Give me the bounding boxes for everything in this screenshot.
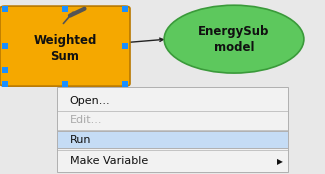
Text: EnergySub
model: EnergySub model bbox=[198, 25, 270, 54]
FancyBboxPatch shape bbox=[57, 87, 288, 172]
Text: Edit...: Edit... bbox=[70, 115, 102, 125]
Text: ▶: ▶ bbox=[277, 157, 282, 166]
Ellipse shape bbox=[164, 5, 304, 73]
FancyBboxPatch shape bbox=[0, 6, 130, 86]
FancyBboxPatch shape bbox=[57, 131, 288, 148]
Text: Make Variable: Make Variable bbox=[70, 156, 148, 166]
Text: Run: Run bbox=[70, 135, 91, 145]
Text: Weighted
Sum: Weighted Sum bbox=[33, 34, 97, 63]
Text: Open...: Open... bbox=[70, 97, 110, 106]
